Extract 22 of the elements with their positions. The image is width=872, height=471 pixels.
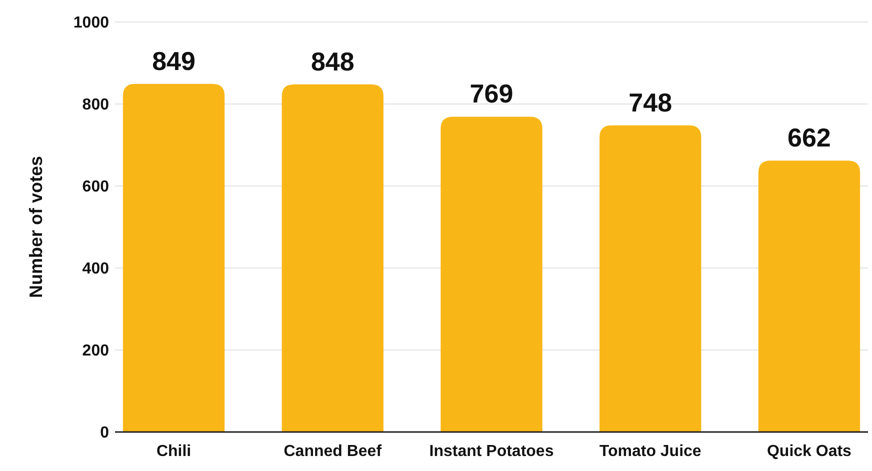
y-tick-label: 600 bbox=[82, 178, 110, 196]
y-tick-label: 1000 bbox=[73, 14, 110, 32]
data-label: 769 bbox=[470, 78, 514, 109]
data-label: 848 bbox=[310, 46, 354, 76]
bar bbox=[282, 84, 384, 432]
data-label: 748 bbox=[628, 87, 672, 118]
y-tick-label: 800 bbox=[82, 96, 110, 114]
bar bbox=[758, 160, 860, 432]
bar bbox=[600, 125, 702, 432]
y-axis-title: Number of votes bbox=[26, 156, 46, 298]
data-label: 662 bbox=[788, 122, 831, 153]
data-label: 849 bbox=[152, 46, 196, 76]
y-tick-label: 0 bbox=[100, 424, 110, 442]
bar bbox=[122, 84, 225, 432]
x-tick-label: Canned Beef bbox=[284, 443, 382, 460]
x-tick-label: Chili bbox=[156, 443, 192, 460]
x-tick-label: Instant Potatoes bbox=[429, 443, 554, 460]
x-tick-label: Tomato Juice bbox=[599, 443, 702, 460]
x-tick-label: Quick Oats bbox=[766, 443, 852, 460]
bar bbox=[440, 116, 542, 432]
y-tick-label: 400 bbox=[82, 260, 110, 278]
y-tick-label: 200 bbox=[82, 342, 110, 360]
